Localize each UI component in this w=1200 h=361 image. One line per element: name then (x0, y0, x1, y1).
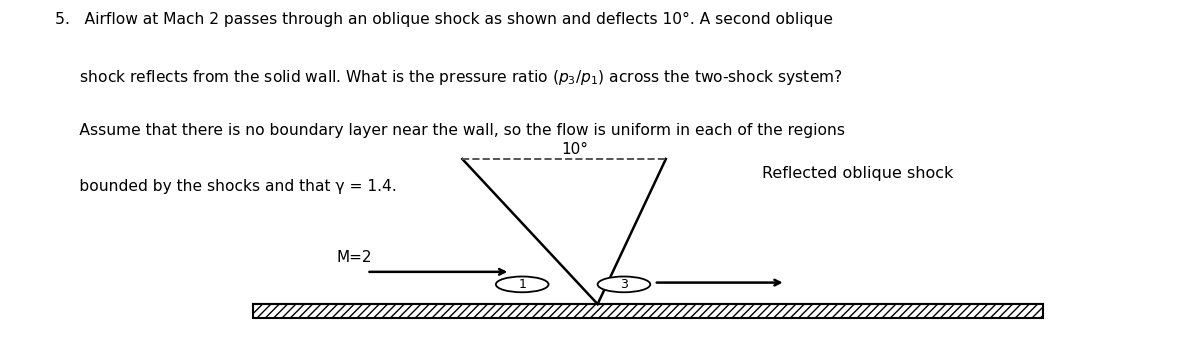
Circle shape (496, 277, 548, 292)
Text: Reflected oblique shock: Reflected oblique shock (762, 166, 953, 181)
Circle shape (598, 277, 650, 292)
Text: M=2: M=2 (337, 250, 372, 265)
Text: 1: 1 (518, 278, 526, 291)
Text: shock reflects from the solid wall. What is the pressure ratio ($p_3/p_1$) acros: shock reflects from the solid wall. What… (55, 68, 844, 87)
Text: 3: 3 (620, 278, 628, 291)
Text: bounded by the shocks and that γ = 1.4.: bounded by the shocks and that γ = 1.4. (55, 179, 397, 194)
Bar (253, 304, 1043, 318)
Text: Assume that there is no boundary layer near the wall, so the flow is uniform in : Assume that there is no boundary layer n… (55, 123, 845, 138)
Text: 5.   Airflow at Mach 2 passes through an oblique shock as shown and deflects 10°: 5. Airflow at Mach 2 passes through an o… (55, 12, 833, 27)
Text: 10°: 10° (562, 142, 589, 157)
